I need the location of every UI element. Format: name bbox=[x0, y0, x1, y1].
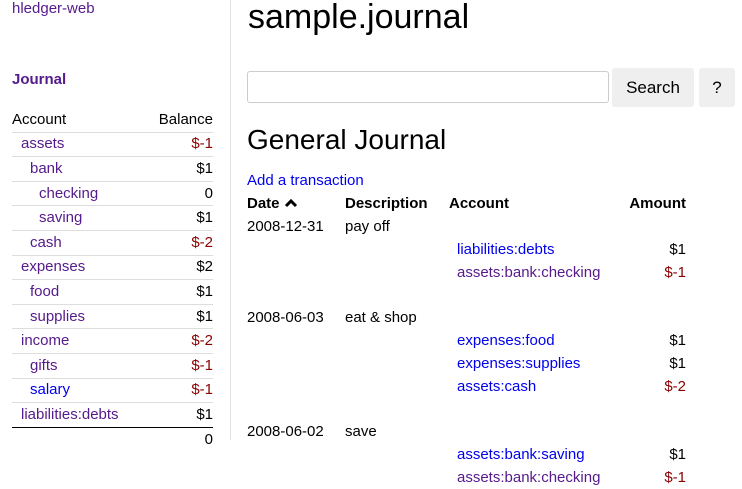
posting-amount: $1 bbox=[669, 354, 686, 372]
posting-amount: $1 bbox=[669, 332, 686, 350]
total-row: 0 bbox=[12, 426, 213, 452]
account-balance: $1 bbox=[145, 156, 213, 182]
spacer-row bbox=[247, 398, 686, 421]
balance-header: Balance bbox=[158, 110, 213, 128]
account-link[interactable]: checking bbox=[39, 184, 99, 202]
account-row: cash $-2 bbox=[12, 229, 213, 256]
account-balance: $-1 bbox=[145, 131, 213, 157]
transaction-row[interactable]: 2008-06-02 save bbox=[247, 421, 686, 444]
posting-row: assets:bank:checking $-1 bbox=[247, 261, 686, 284]
transaction-description: pay off bbox=[345, 218, 390, 236]
account-row: expenses $2 bbox=[12, 254, 213, 280]
posting-row: expenses:food $1 bbox=[247, 330, 686, 353]
posting-row: liabilities:debts $1 bbox=[247, 239, 686, 262]
sidebar: hledger-web Journal Account Balance asse… bbox=[0, 0, 231, 452]
journal-link[interactable]: Journal bbox=[12, 71, 67, 88]
posting-account-link[interactable]: assets:bank:checking bbox=[457, 263, 601, 281]
account-row: checking 0 bbox=[12, 180, 213, 206]
account-balance: $-2 bbox=[145, 229, 213, 256]
account-header: Account bbox=[449, 195, 509, 213]
description-header: Description bbox=[345, 195, 428, 213]
help-button[interactable]: ? bbox=[699, 68, 735, 107]
account-balance: $1 bbox=[145, 402, 213, 428]
account-link[interactable]: gifts bbox=[30, 356, 58, 374]
account-balance: $1 bbox=[145, 279, 213, 305]
posting-amount: $-1 bbox=[664, 468, 686, 486]
account-link[interactable]: food bbox=[30, 282, 60, 300]
account-row: food $1 bbox=[12, 279, 213, 305]
posting-amount: $-2 bbox=[664, 377, 686, 395]
transaction-date: 2008-06-03 bbox=[247, 309, 324, 327]
total-balance: 0 bbox=[145, 426, 213, 452]
transaction-row[interactable]: 2008-12-31 pay off bbox=[247, 216, 686, 239]
posting-row: assets:cash $-2 bbox=[247, 375, 686, 398]
spacer-row bbox=[247, 284, 686, 307]
account-link[interactable]: liabilities:debts bbox=[21, 405, 119, 423]
brand-link[interactable]: hledger-web bbox=[12, 0, 95, 17]
account-row: liabilities:debts $1 bbox=[12, 402, 213, 428]
account-row: income $-2 bbox=[12, 328, 213, 354]
account-row: saving $1 bbox=[12, 205, 213, 231]
search-input[interactable] bbox=[247, 71, 609, 103]
account-row: gifts $-1 bbox=[12, 352, 213, 379]
posting-account-link[interactable]: expenses:food bbox=[457, 332, 555, 350]
transaction-description: save bbox=[345, 423, 377, 441]
transaction-date: 2008-12-31 bbox=[247, 218, 324, 236]
posting-account-link[interactable]: assets:bank:checking bbox=[457, 468, 601, 486]
account-link[interactable]: supplies bbox=[30, 307, 86, 325]
account-link[interactable]: bank bbox=[30, 159, 63, 177]
posting-amount: $-1 bbox=[664, 263, 686, 281]
posting-row: assets:bank:checking $-1 bbox=[247, 467, 686, 489]
account-row: supplies $1 bbox=[12, 303, 213, 329]
chevron-up-icon bbox=[284, 199, 297, 208]
account-row: salary $-1 bbox=[12, 377, 213, 403]
account-link[interactable]: assets bbox=[21, 135, 65, 153]
posting-account-link[interactable]: liabilities:debts bbox=[457, 240, 555, 258]
account-balance: $-2 bbox=[145, 328, 213, 354]
posting-row: expenses:supplies $1 bbox=[247, 353, 686, 376]
account-balance: 0 bbox=[145, 180, 213, 206]
journal-heading: General Journal bbox=[247, 124, 447, 155]
transaction-description: eat & shop bbox=[345, 309, 417, 327]
account-balance: $-1 bbox=[145, 377, 213, 403]
account-header: Account bbox=[12, 110, 67, 128]
account-balance: $1 bbox=[145, 303, 213, 329]
transaction-row[interactable]: 2008-06-03 eat & shop bbox=[247, 307, 686, 330]
account-link[interactable]: saving bbox=[39, 209, 83, 227]
page-title: sample.journal bbox=[248, 0, 470, 36]
posting-row: assets:bank:saving $1 bbox=[247, 444, 686, 467]
posting-account-link[interactable]: assets:bank:saving bbox=[457, 446, 585, 464]
date-header[interactable]: Date bbox=[247, 193, 345, 216]
posting-amount: $1 bbox=[669, 446, 686, 464]
account-link[interactable]: cash bbox=[30, 233, 62, 251]
date-header-label: Date bbox=[247, 195, 280, 213]
search-button[interactable]: Search bbox=[612, 68, 694, 107]
account-row: assets $-1 bbox=[12, 131, 213, 157]
account-link[interactable]: expenses bbox=[21, 258, 86, 276]
journal-table: Date Description Account Amount 2008-12-… bbox=[247, 193, 686, 489]
transaction-date: 2008-06-02 bbox=[247, 423, 324, 441]
account-balance: $1 bbox=[145, 205, 213, 231]
account-balance: $-1 bbox=[145, 352, 213, 379]
accounts-table: Account Balance assets $-1 bank $1 checking 0… bbox=[12, 108, 213, 452]
posting-account-link[interactable]: assets:cash bbox=[457, 377, 537, 395]
posting-amount: $1 bbox=[669, 240, 686, 258]
add-transaction-link[interactable]: Add a transaction bbox=[247, 172, 364, 189]
account-link[interactable]: salary bbox=[30, 381, 71, 399]
amount-header: Amount bbox=[629, 195, 686, 213]
account-link[interactable]: income bbox=[21, 332, 70, 350]
account-row: bank $1 bbox=[12, 156, 213, 182]
posting-account-link[interactable]: expenses:supplies bbox=[457, 354, 581, 372]
account-balance: $2 bbox=[145, 254, 213, 280]
